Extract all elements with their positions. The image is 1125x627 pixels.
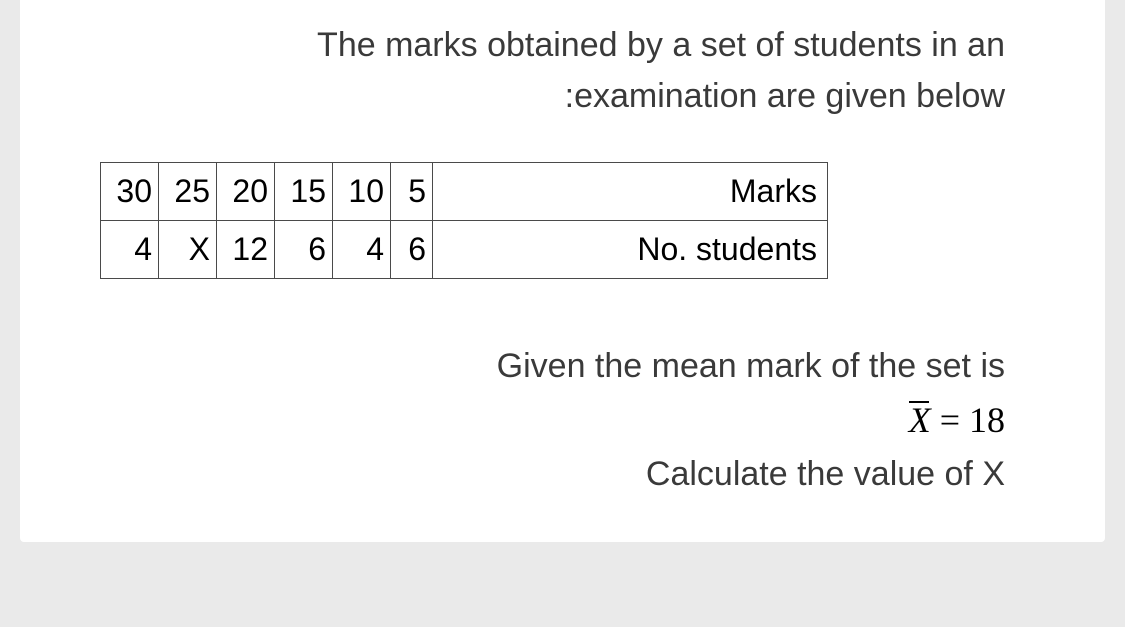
intro-text: The marks obtained by a set of students … [100, 20, 1025, 122]
given-text: Given the mean mark of the set is [100, 339, 1025, 393]
cell-students-0: 4 [101, 221, 159, 279]
formula: X = 18 [100, 399, 1025, 441]
cell-students-1: X [159, 221, 217, 279]
cell-marks-20: 20 [217, 163, 275, 221]
cell-students-2: 12 [217, 221, 275, 279]
cell-students-4: 4 [333, 221, 391, 279]
calc-text: Calculate the value of X [100, 447, 1025, 501]
data-table-wrap: 30 25 20 15 10 5 Marks 4 X 12 6 4 6 No. … [100, 162, 1025, 279]
cell-label-students: No. students [433, 221, 828, 279]
cell-marks-10: 10 [333, 163, 391, 221]
table-row-marks: 30 25 20 15 10 5 Marks [101, 163, 828, 221]
cell-marks-5: 5 [391, 163, 433, 221]
cell-students-3: 6 [275, 221, 333, 279]
cell-marks-15: 15 [275, 163, 333, 221]
question-card: The marks obtained by a set of students … [20, 0, 1105, 542]
data-table: 30 25 20 15 10 5 Marks 4 X 12 6 4 6 No. … [100, 162, 828, 279]
cell-marks-30: 30 [101, 163, 159, 221]
cell-students-5: 6 [391, 221, 433, 279]
x-bar-symbol: X [909, 399, 931, 441]
table-row-students: 4 X 12 6 4 6 No. students [101, 221, 828, 279]
cell-label-marks: Marks [433, 163, 828, 221]
formula-equals: = 18 [931, 400, 1005, 440]
cell-marks-25: 25 [159, 163, 217, 221]
intro-line-2: :examination are given below [565, 77, 1005, 115]
intro-line-1: The marks obtained by a set of students … [317, 26, 1005, 64]
